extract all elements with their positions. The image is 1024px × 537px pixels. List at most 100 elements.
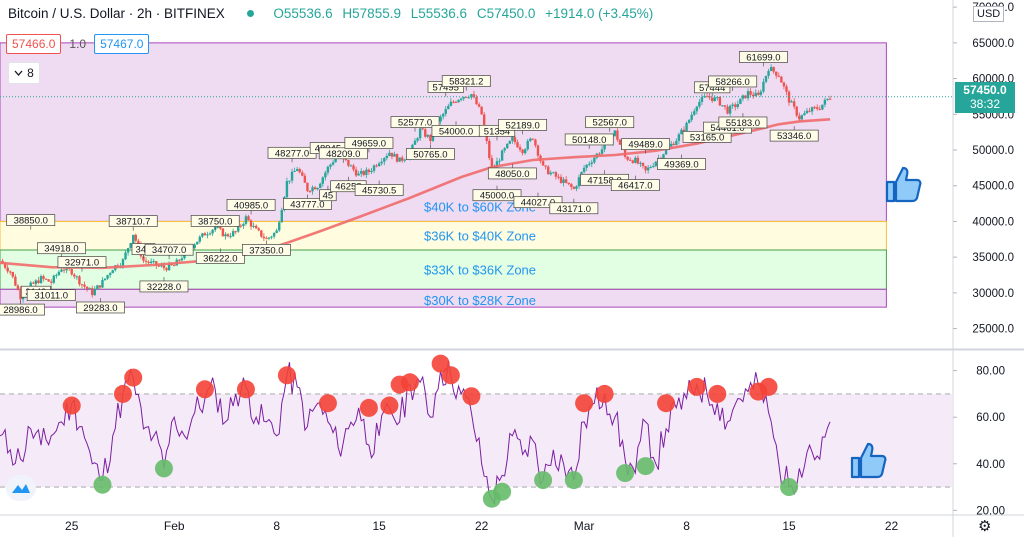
annotation-label: 43777.0 bbox=[290, 199, 324, 210]
candle-body bbox=[454, 101, 458, 103]
candle-body bbox=[449, 101, 453, 106]
candle-body bbox=[582, 167, 586, 172]
candle-body bbox=[37, 280, 40, 284]
candle-body bbox=[531, 138, 535, 140]
candle-body bbox=[257, 228, 260, 231]
candle-body bbox=[288, 180, 291, 182]
candle-body bbox=[698, 101, 701, 107]
candle-body bbox=[231, 231, 235, 237]
candle-body bbox=[718, 97, 722, 106]
annotation-box bbox=[354, 184, 404, 196]
sell-button[interactable]: 57466.0 bbox=[6, 34, 62, 54]
candle-body bbox=[818, 108, 821, 110]
currency-badge[interactable]: USD bbox=[973, 6, 1005, 22]
oversold-marker bbox=[93, 475, 112, 494]
candle-body bbox=[244, 216, 248, 224]
candle-body bbox=[652, 165, 655, 168]
candle-body bbox=[424, 129, 427, 137]
annotation-label: 32971.0 bbox=[65, 258, 99, 269]
candle-body bbox=[700, 97, 704, 102]
candle-body bbox=[106, 275, 109, 279]
ohlc-open: O55536.6 bbox=[273, 6, 333, 21]
annotation-box bbox=[139, 280, 189, 293]
candle-body bbox=[278, 222, 281, 231]
candle-body bbox=[83, 284, 86, 287]
annotation-box bbox=[498, 119, 548, 131]
candle-body bbox=[201, 233, 204, 237]
candle-body bbox=[577, 177, 581, 187]
annotation-box bbox=[621, 138, 670, 150]
overbought-marker bbox=[236, 380, 255, 399]
tradingview-logo-icon[interactable] bbox=[6, 475, 36, 501]
candle-body bbox=[798, 115, 801, 120]
annotation-box bbox=[769, 129, 819, 142]
candle-body bbox=[518, 147, 522, 150]
annotation-box bbox=[513, 196, 563, 209]
candle-body bbox=[303, 175, 307, 183]
candle-body bbox=[32, 282, 35, 284]
annotation-label: 57444 bbox=[699, 83, 725, 94]
candle-body bbox=[554, 172, 558, 177]
candle-body bbox=[634, 157, 637, 163]
candle-body bbox=[646, 167, 650, 171]
candle-body bbox=[196, 241, 199, 245]
candle-body bbox=[313, 187, 317, 190]
candle-body bbox=[746, 91, 750, 99]
candle-body bbox=[426, 135, 430, 137]
candle-body bbox=[80, 284, 84, 286]
candle-body bbox=[347, 159, 350, 166]
candle-body bbox=[203, 233, 207, 236]
candle-body bbox=[444, 109, 447, 114]
candle-body bbox=[331, 162, 335, 165]
time-axis-label: 15 bbox=[782, 519, 796, 533]
candle-body bbox=[224, 234, 227, 237]
candle-body bbox=[152, 261, 155, 263]
annotation-label: 38710.7 bbox=[116, 217, 150, 228]
candle-body bbox=[229, 236, 232, 238]
candle-body bbox=[167, 263, 171, 271]
candle-body bbox=[598, 153, 601, 155]
candle-body bbox=[564, 179, 568, 183]
candle-body bbox=[480, 106, 483, 115]
market-status-dot bbox=[246, 10, 254, 18]
gear-icon[interactable]: ⚙ bbox=[978, 518, 992, 535]
candle-body bbox=[792, 101, 796, 107]
candle-body bbox=[155, 261, 158, 266]
symbol-header: Bitcoin / U.S. Dollar · 2h · BITFINEX O5… bbox=[8, 6, 653, 21]
candle-body bbox=[600, 149, 604, 154]
time-axis-label: 22 bbox=[885, 519, 899, 533]
candle-body bbox=[664, 148, 668, 155]
candle-body bbox=[93, 289, 96, 296]
time-axis-label: 25 bbox=[65, 519, 79, 533]
candle-body bbox=[239, 225, 243, 227]
symbol-label[interactable]: Bitcoin / U.S. Dollar · 2h · BITFINEX bbox=[8, 6, 225, 21]
candle-body bbox=[39, 276, 43, 284]
annotation-label: 49369.0 bbox=[664, 160, 698, 171]
candle-body bbox=[516, 142, 519, 148]
annotation-label: 45 bbox=[323, 191, 334, 202]
overbought-marker bbox=[195, 380, 214, 399]
annotation-label: 38750.0 bbox=[198, 216, 232, 227]
candle-body bbox=[513, 137, 517, 143]
buy-button[interactable]: 57467.0 bbox=[94, 34, 150, 54]
candle-body bbox=[165, 268, 168, 271]
annotation-box bbox=[718, 116, 768, 129]
thumbs-up-icon bbox=[885, 166, 922, 203]
annotation-label: 34918.0 bbox=[44, 244, 78, 255]
annotation-box bbox=[144, 243, 194, 256]
candle-body bbox=[208, 233, 212, 235]
candle-body bbox=[370, 170, 373, 172]
indicators-toggle[interactable]: 8 bbox=[8, 62, 40, 84]
candle-body bbox=[173, 265, 176, 267]
candle-body bbox=[62, 269, 66, 271]
candle-body bbox=[11, 272, 15, 277]
candle-body bbox=[390, 152, 394, 157]
candle-body bbox=[129, 243, 132, 249]
annotation-box bbox=[6, 214, 56, 226]
price-axis-label: 35000.0 bbox=[972, 252, 1014, 264]
candle-body bbox=[682, 129, 686, 132]
candle-body bbox=[477, 104, 481, 107]
candle-body bbox=[703, 96, 706, 98]
